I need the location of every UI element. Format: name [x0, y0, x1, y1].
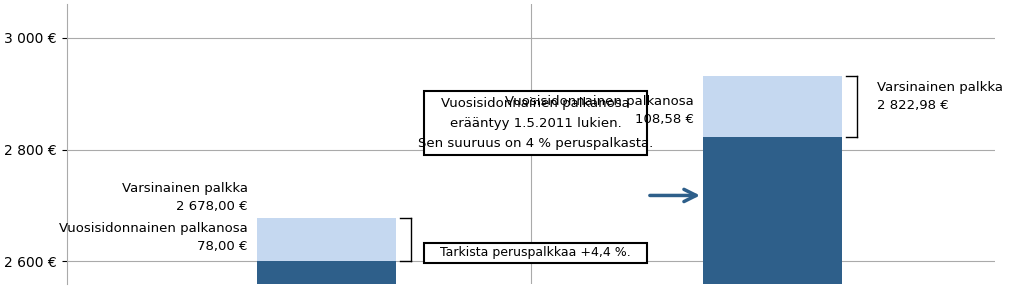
FancyBboxPatch shape — [424, 243, 647, 263]
FancyBboxPatch shape — [424, 91, 647, 155]
Bar — [702, 137, 842, 288]
Text: Tarkista peruspalkkaa +4,4 %.: Tarkista peruspalkkaa +4,4 %. — [440, 246, 631, 259]
Text: Vuosisidonnainen palkanosa
erääntyy 1.5.2011 lukien.
Sen suuruus on 4 % peruspal: Vuosisidonnainen palkanosa erääntyy 1.5.… — [418, 96, 653, 149]
Bar — [257, 218, 396, 262]
Text: Vuosisidonnainen palkanosa
108,58 €: Vuosisidonnainen palkanosa 108,58 € — [505, 95, 693, 126]
Text: Vuosisidonnainen palkanosa
78,00 €: Vuosisidonnainen palkanosa 78,00 € — [59, 222, 248, 253]
Bar — [257, 262, 396, 288]
Bar — [702, 76, 842, 137]
Text: Varsinainen palkka
2 822,98 €: Varsinainen palkka 2 822,98 € — [877, 81, 1002, 112]
Text: Varsinainen palkka
2 678,00 €: Varsinainen palkka 2 678,00 € — [122, 182, 248, 213]
